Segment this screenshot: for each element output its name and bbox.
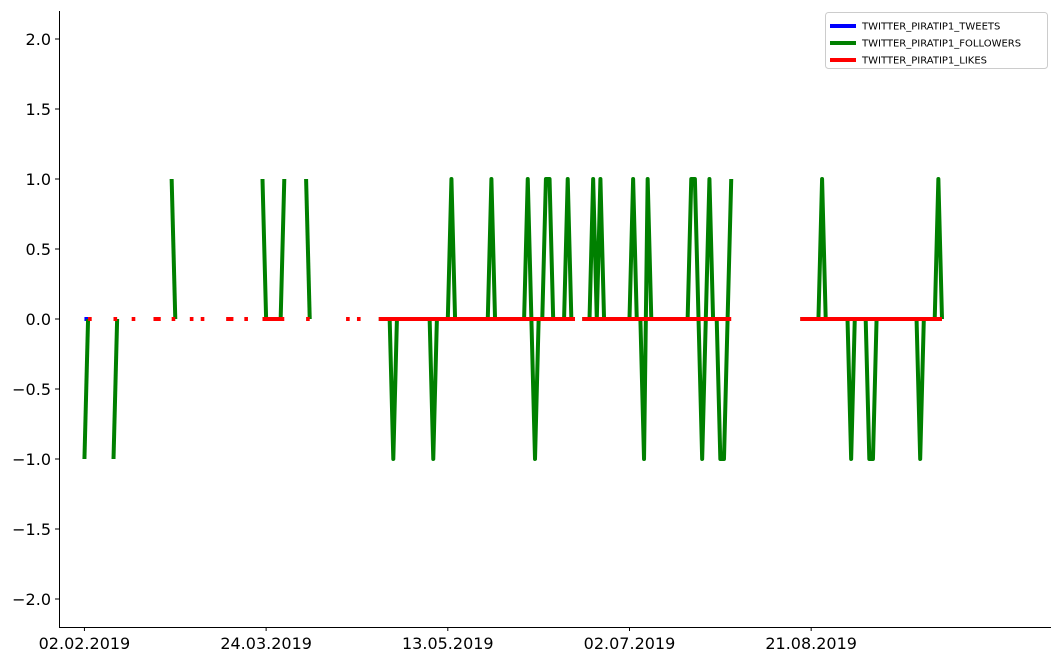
series-line-twitter-piratip1-followers-segment-3 (260, 178, 287, 321)
legend-box (825, 12, 1048, 69)
x-tick-label: 24.03.2019 (220, 634, 312, 653)
y-tick-label: 1.5 (26, 100, 51, 119)
y-tick-label: 0.5 (26, 240, 51, 259)
series-line-twitter-piratip1-followers-segment-4 (304, 178, 312, 320)
x-tick-label: 02.02.2019 (39, 634, 131, 653)
y-tick-label: 1.0 (26, 170, 51, 189)
x-tick-label: 02.07.2019 (584, 634, 676, 653)
series-line-twitter-piratip1-followers-segment-2 (169, 178, 178, 320)
legend-label: TWITTER_PIRATIP1_FOLLOWERS (861, 39, 1021, 50)
y-tick-label: 0.0 (26, 310, 51, 329)
legend: TWITTER_PIRATIP1_TWEETS TWITTER_PIRATIP1_… (825, 12, 1048, 69)
x-tick-label: 13.05.2019 (402, 634, 494, 653)
axes (59, 11, 1051, 628)
series-line-twitter-piratip1-followers-segment-0 (82, 318, 91, 460)
legend-label: TWITTER_PIRATIP1_TWEETS (861, 22, 1000, 33)
legend-label: TWITTER_PIRATIP1_LIKES (861, 56, 987, 67)
x-tick-label: 21.08.2019 (765, 634, 857, 653)
series-line-twitter-piratip1-followers-segment-7 (800, 177, 944, 461)
y-tick-label: −0.5 (12, 380, 51, 399)
series-layer (82, 177, 944, 461)
y-tick-label: 2.0 (26, 30, 51, 49)
y-tick-label: −1.5 (12, 520, 51, 539)
ticks: 2.0 1.5 1.0 0.5 0.0 −0.5 −1.0 −1.5 −2.0 02.02.201… (12, 30, 857, 653)
y-tick-label: −2.0 (12, 590, 51, 609)
series-line-twitter-piratip1-followers-segment-1 (111, 318, 120, 460)
y-tick-label: −1.0 (12, 450, 51, 469)
